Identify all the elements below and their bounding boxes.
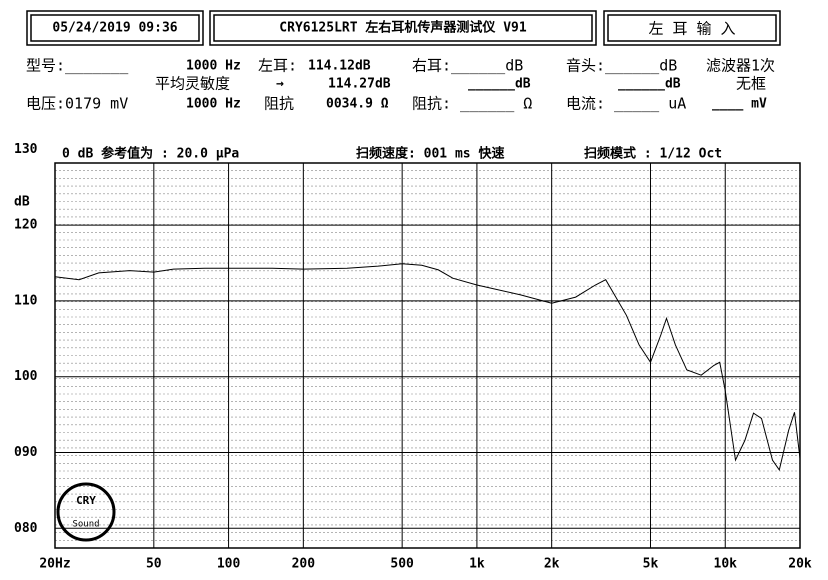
response-curve xyxy=(54,263,801,472)
x-tick-label: 500 xyxy=(390,557,414,572)
avg-value: 114.27dB xyxy=(328,77,391,92)
y-label: dB xyxy=(14,195,30,210)
x-tick-label: 20Hz xyxy=(39,557,70,572)
x-tick-label: 1k xyxy=(469,557,485,572)
mode-box xyxy=(603,10,781,46)
arrow: → xyxy=(276,77,284,92)
filter: 滤波器1次 xyxy=(706,57,775,75)
voltage: 电压:0179 mV xyxy=(26,95,128,113)
right-avg: ______dB xyxy=(468,77,531,92)
y-tick-label: 080 xyxy=(14,521,38,536)
head-avg: ______dB xyxy=(618,77,681,92)
y-tick-label: 100 xyxy=(14,369,38,384)
x-tick-label: 20k xyxy=(788,557,812,572)
impedance-label: 阻抗 xyxy=(264,95,294,113)
mode: 左 耳 输 入 xyxy=(648,20,735,38)
model-title: CRY6125LRT 左右耳机传声器测试仪 V91 xyxy=(279,20,527,36)
datetime-box-inner xyxy=(30,14,200,42)
sweep-speed: 扫频速度: 001 ms 快速 xyxy=(356,146,504,162)
left-value: 114.12dB xyxy=(308,59,371,74)
title-box-inner xyxy=(213,14,593,42)
logo-ring xyxy=(56,482,116,542)
x-tick-label: 50 xyxy=(146,557,162,572)
title-box xyxy=(209,10,597,46)
freq: 1000 Hz xyxy=(186,59,241,74)
right-field: 右耳:______dB xyxy=(412,57,523,75)
impedance-value: 0034.9 Ω xyxy=(326,97,389,112)
mv-field: ____ mV xyxy=(712,97,767,112)
frame-mode: 无框 xyxy=(736,75,766,93)
x-tick-label: 200 xyxy=(292,557,316,572)
freq2: 1000 Hz xyxy=(186,97,241,112)
datetime: 05/24/2019 09:36 xyxy=(52,21,177,36)
left-label: 左耳: xyxy=(258,57,297,75)
mode-box-inner xyxy=(607,14,777,42)
sweep-mode: 扫频模式 : 1/12 Oct xyxy=(584,146,722,162)
current-field: 电流: _____ uA xyxy=(566,95,686,113)
plot-frame xyxy=(54,162,801,549)
y-tick-label: 110 xyxy=(14,293,38,308)
y-tick-label: 090 xyxy=(14,445,38,460)
x-tick-label: 10k xyxy=(714,557,738,572)
x-tick-label: 2k xyxy=(544,557,560,572)
y-tick-label: 120 xyxy=(14,218,38,233)
avg-sensitivity: 平均灵敏度 xyxy=(155,75,230,93)
plot: 130 120 110 100 090 080 20Hz 50 100 200 500 1k 2k 5k 1… xyxy=(14,142,812,572)
logo-text: Sound xyxy=(72,520,99,530)
y-tick-label: 130 xyxy=(14,142,38,157)
impedance-field: 阻抗: ______ Ω xyxy=(412,95,532,113)
model-field: 型号:_______ xyxy=(26,57,129,75)
x-tick-label: 100 xyxy=(217,557,241,572)
x-tick-label: 5k xyxy=(643,557,659,572)
reference: 0 dB 参考值为 : 20.0 μPa xyxy=(62,146,239,162)
head-field: 音头:______dB xyxy=(566,57,677,75)
datetime-box xyxy=(26,10,204,46)
logo-text: CRY xyxy=(76,494,96,507)
